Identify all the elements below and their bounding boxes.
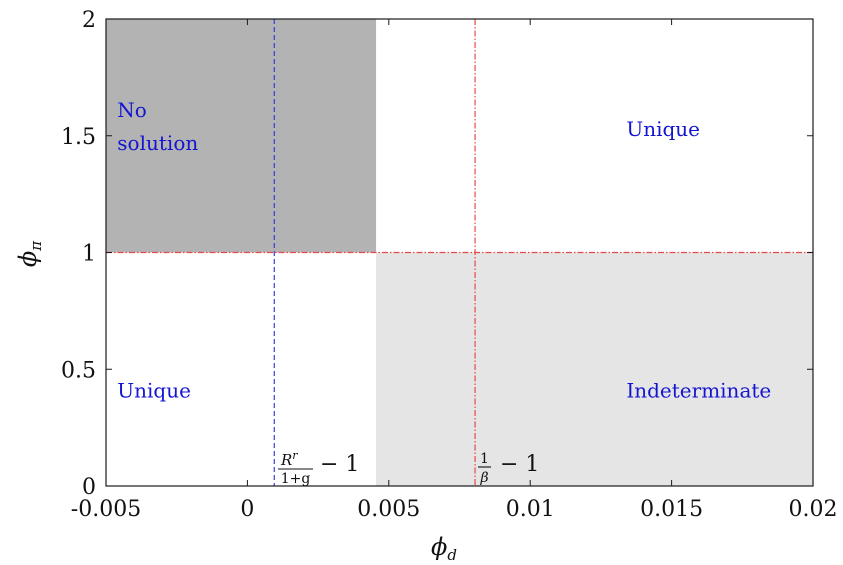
x-tick-label: -0.005 — [71, 497, 141, 522]
region-label-line: No — [117, 98, 147, 122]
x-axis-label: ϕd — [431, 533, 457, 564]
x-axis-label-subscript: d — [447, 546, 457, 564]
x-tick-label: 0.01 — [506, 497, 555, 522]
x-tick-label: 0 — [240, 497, 254, 522]
annotation-beta-denominator: β — [479, 470, 488, 486]
x-axis-label-symbol: ϕ — [431, 533, 447, 561]
region-label-line: Unique — [117, 378, 191, 402]
y-axis-label-symbol: ϕ — [14, 251, 42, 267]
regions — [106, 19, 813, 486]
annotation-beta-numerator: 1 — [480, 451, 489, 467]
reference-lines — [106, 19, 813, 486]
region-label-no-solution: No solution — [117, 98, 198, 155]
region-label-unique-bottom: Unique — [117, 378, 191, 402]
y-tick-label: 0 — [82, 475, 96, 500]
annotation-beta: 1 β − 1 — [478, 451, 539, 486]
y-axis-label: ϕπ — [14, 240, 45, 267]
annotation-rr-denominator: 1+g — [281, 471, 311, 487]
region-labels: No solution Unique Unique Indeterminate — [117, 98, 771, 402]
annotation-rr-numerator: Rr — [280, 449, 298, 469]
x-tick-label: 0.015 — [640, 497, 703, 522]
y-tick-label: 1 — [82, 242, 96, 267]
x-tick-label: 0.005 — [357, 497, 420, 522]
annotation-rr: Rr 1+g − 1 — [278, 449, 359, 487]
y-tick-label: 1.5 — [61, 125, 96, 150]
region-label-unique-top: Unique — [626, 117, 700, 141]
region-indeterminate — [376, 252, 813, 486]
y-axis-label-subscript: π — [27, 240, 45, 252]
region-label-line: Unique — [626, 117, 700, 141]
annotation-beta-suffix: − 1 — [500, 452, 539, 477]
x-tick-label: 0.02 — [789, 497, 838, 522]
region-label-indeterminate: Indeterminate — [626, 378, 771, 402]
annotation-rr-num-base: R — [280, 451, 292, 469]
region-no-solution — [106, 19, 377, 253]
region-label-line: Indeterminate — [626, 378, 771, 402]
annotation-rr-num-sup: r — [292, 449, 298, 462]
annotation-rr-suffix: − 1 — [320, 452, 359, 477]
y-tick-label: 0.5 — [61, 358, 96, 383]
y-tick-label: 2 — [82, 8, 96, 33]
region-label-line: solution — [117, 131, 198, 155]
